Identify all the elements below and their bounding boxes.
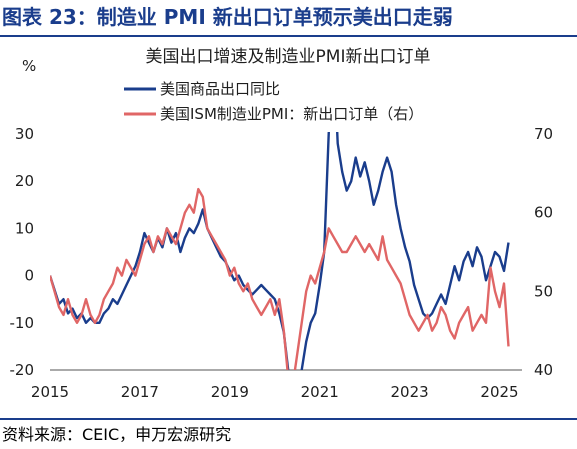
source-note: 资料来源：CEIC，申万宏源研究 (2, 425, 232, 444)
x-tick-label: 2019 (211, 383, 249, 401)
left-tick-label: 30 (15, 125, 34, 143)
right-tick-label: 50 (534, 282, 553, 300)
series-lines (50, 132, 510, 370)
right-tick-label: 70 (534, 125, 553, 143)
legend-label-1: 美国商品出口同比 (160, 80, 280, 98)
x-tick-label: 2023 (391, 383, 429, 401)
left-tick-label: 20 (15, 172, 34, 190)
left-tick-label: -10 (10, 314, 35, 332)
left-tick-label: 0 (24, 267, 34, 285)
legend-label-2: 美国ISM制造业PMI：新出口订单（右） (160, 105, 423, 123)
x-tick-label: 2021 (301, 383, 339, 401)
chart-title: 美国出口增速及制造业PMI新出口订单 (146, 47, 431, 67)
left-axis-label: % (22, 57, 36, 75)
right-tick-label: 60 (534, 204, 553, 222)
series-line-1 (50, 132, 510, 370)
right-tick-label: 40 (534, 361, 553, 379)
left-tick-label: -20 (10, 361, 35, 379)
x-tick-label: 2015 (31, 383, 69, 401)
x-tick-label: 2017 (121, 383, 159, 401)
left-tick-label: 10 (15, 219, 34, 237)
series-line-2 (50, 187, 510, 370)
axes: -20 -10 0 10 20 30 40 50 60 70 2015 2017 2019 2021 202… (10, 125, 554, 401)
x-tick-label: 2025 (480, 383, 518, 401)
footer-divider (0, 418, 577, 420)
title-divider (0, 35, 577, 37)
figure-title: 图表 23：制造业 PMI 新出口订单预示美出口走弱 (2, 5, 453, 29)
